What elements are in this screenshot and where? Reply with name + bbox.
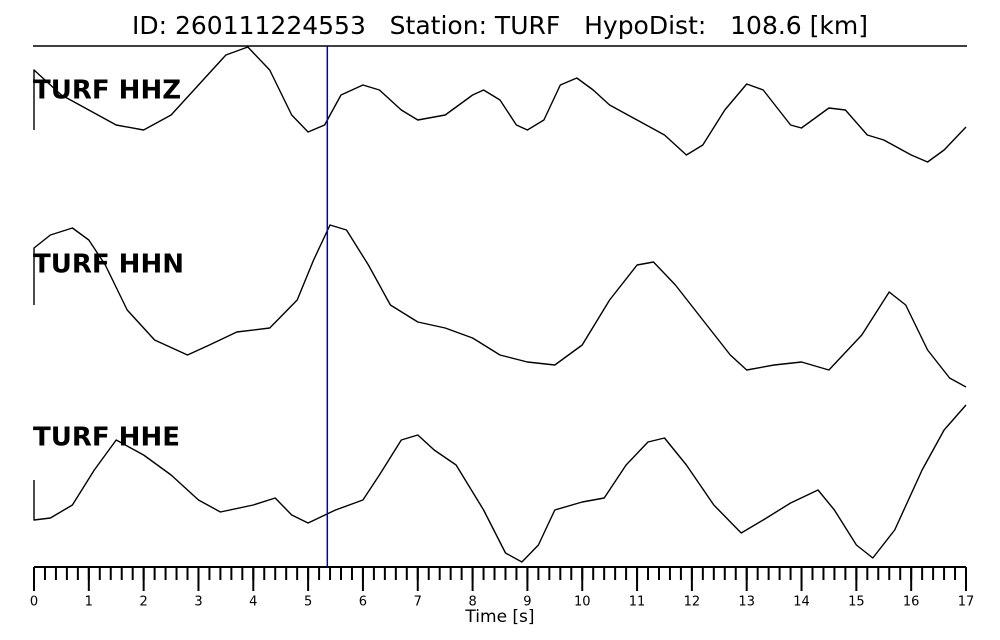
x-tick-label: 5 xyxy=(304,595,312,610)
x-tick-label: 14 xyxy=(793,595,810,610)
x-tick-label: 8 xyxy=(468,595,476,610)
x-tick-label: 0 xyxy=(30,595,38,610)
x-tick-label: 12 xyxy=(684,595,701,610)
x-tick-label: 4 xyxy=(249,595,257,610)
x-tick-label: 3 xyxy=(194,595,202,610)
x-axis-label: Time [s] xyxy=(464,607,534,627)
x-tick-label: 16 xyxy=(903,595,920,610)
x-tick-label: 6 xyxy=(359,595,367,610)
x-tick-label: 13 xyxy=(738,595,755,610)
x-tick-label: 1 xyxy=(85,595,93,610)
x-tick-label: 15 xyxy=(848,595,865,610)
x-tick-label: 2 xyxy=(140,595,148,610)
x-tick-label: 17 xyxy=(958,595,975,610)
x-tick-label: 10 xyxy=(574,595,591,610)
trace-label: TURF HHE xyxy=(33,423,180,453)
trace xyxy=(33,224,967,388)
chart-title: ID: 260111224553 Station: TURF HypoDist:… xyxy=(132,11,868,40)
trace xyxy=(33,46,967,163)
x-tick-label: 9 xyxy=(523,595,531,610)
x-tick-label: 11 xyxy=(629,595,646,610)
x-tick-label: 7 xyxy=(414,595,422,610)
trace-label: TURF HHN xyxy=(33,250,184,280)
trace-label: TURF HHZ xyxy=(33,76,181,106)
trace xyxy=(33,404,967,563)
